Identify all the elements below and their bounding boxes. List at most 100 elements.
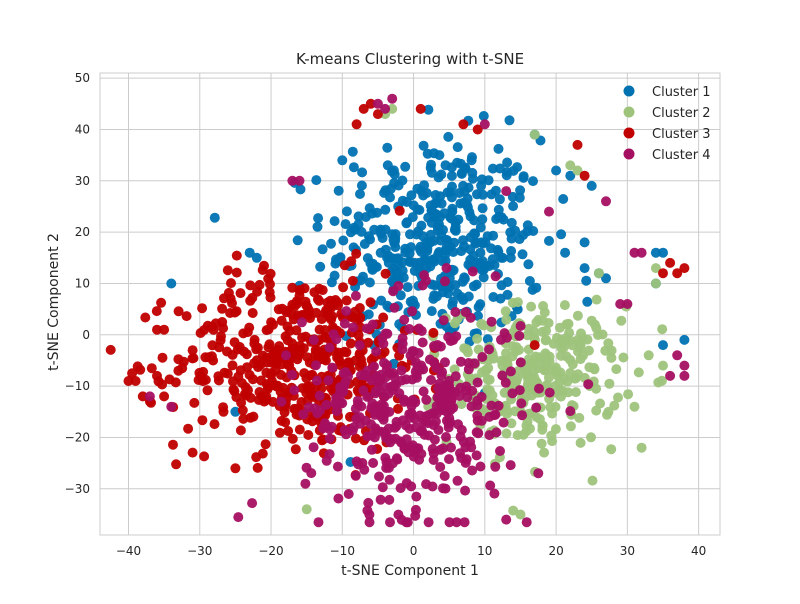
data-point [340, 376, 351, 387]
x-tick-label: −10 [330, 544, 355, 558]
data-point [416, 326, 427, 336]
data-point [419, 270, 430, 281]
data-point [399, 314, 410, 325]
data-point [325, 295, 336, 306]
data-point [657, 324, 668, 335]
data-point [260, 439, 271, 450]
data-point [402, 282, 413, 293]
data-point [396, 365, 407, 376]
data-point [577, 333, 588, 344]
data-point [478, 320, 489, 331]
data-point [321, 455, 332, 466]
data-point [531, 402, 542, 413]
data-point [496, 280, 507, 291]
data-point [290, 444, 301, 455]
data-point [524, 276, 535, 286]
data-point [414, 262, 425, 273]
data-point [537, 420, 548, 431]
data-point [314, 283, 325, 294]
data-point [586, 180, 597, 191]
data-point [591, 405, 602, 416]
data-point [423, 430, 434, 441]
data-point [493, 400, 504, 411]
x-tick-label: −20 [258, 544, 283, 558]
data-point [354, 412, 365, 423]
data-point [524, 323, 534, 334]
data-point [399, 396, 410, 407]
data-point [450, 221, 461, 232]
data-point [606, 352, 617, 363]
data-point [332, 461, 343, 472]
data-point [477, 203, 488, 214]
data-point [187, 447, 198, 458]
data-point [467, 167, 478, 178]
data-point [550, 424, 561, 435]
x-tick-label: 30 [620, 544, 635, 558]
data-point [505, 460, 516, 471]
data-point [324, 424, 335, 435]
plot-area [99, 72, 721, 536]
data-point [356, 226, 367, 237]
data-point [444, 517, 455, 528]
data-point [311, 360, 321, 371]
data-point [287, 175, 298, 186]
data-point [473, 302, 484, 312]
data-point [200, 352, 211, 363]
data-point [228, 376, 238, 387]
data-point [601, 196, 611, 207]
data-point [484, 344, 494, 355]
data-point [444, 454, 454, 465]
data-point [312, 221, 323, 232]
x-axis-label: t-SNE Component 1 [341, 563, 479, 579]
data-point [222, 265, 233, 276]
data-point [357, 167, 368, 178]
data-point [411, 229, 422, 240]
data-point [404, 248, 415, 259]
data-point [459, 517, 470, 528]
data-point [498, 417, 509, 428]
data-point [495, 446, 505, 456]
data-point [533, 314, 544, 325]
data-point [365, 98, 376, 109]
data-point [324, 433, 335, 444]
data-point [496, 252, 507, 263]
data-point [245, 280, 256, 291]
data-point [475, 461, 486, 472]
data-point [383, 423, 394, 434]
data-point [398, 272, 409, 283]
data-point [261, 394, 272, 405]
data-point [558, 194, 569, 204]
data-point [378, 411, 389, 422]
data-point [603, 406, 614, 417]
data-point [375, 224, 386, 235]
data-point [518, 172, 529, 183]
data-point [237, 405, 248, 416]
data-point [157, 379, 168, 390]
legend-marker [623, 106, 635, 118]
data-point [473, 344, 484, 355]
data-point [478, 272, 489, 283]
data-point [151, 306, 162, 317]
legend-label: Cluster 1 [652, 85, 711, 100]
data-point [388, 234, 399, 245]
data-point [462, 347, 473, 358]
data-point [351, 119, 362, 130]
data-point [433, 225, 443, 236]
data-point [440, 276, 450, 287]
data-point [383, 257, 394, 268]
data-point [476, 180, 487, 191]
data-point [559, 300, 570, 311]
data-point [345, 338, 356, 349]
data-point [487, 254, 498, 265]
data-point [323, 375, 334, 386]
data-point [410, 504, 421, 515]
data-point [282, 359, 293, 370]
y-tick-label: 30 [75, 174, 90, 188]
data-point [376, 295, 387, 306]
data-point [355, 275, 366, 286]
data-point [575, 354, 586, 365]
data-point [615, 299, 626, 309]
data-point [423, 517, 434, 528]
data-point [230, 406, 241, 417]
data-point [365, 297, 376, 308]
